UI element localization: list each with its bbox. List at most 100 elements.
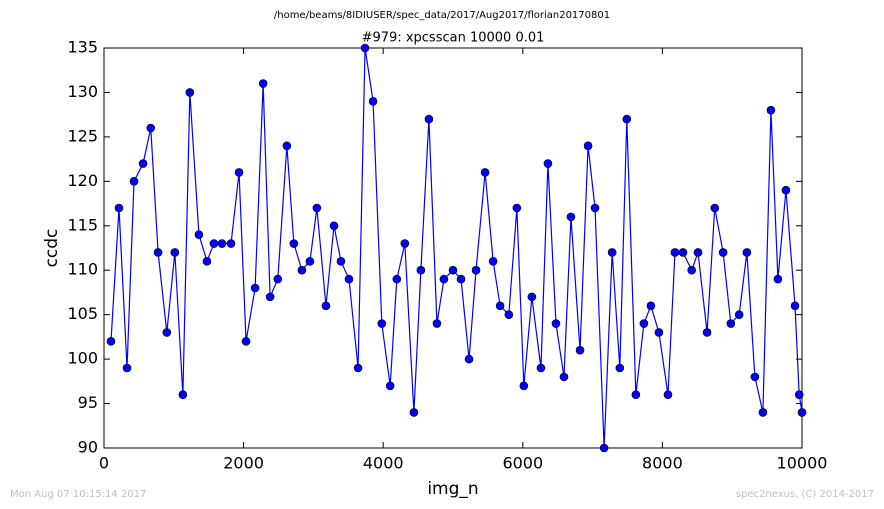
data-point bbox=[336, 257, 346, 266]
data-point bbox=[250, 283, 260, 293]
data-point bbox=[416, 265, 426, 275]
data-point bbox=[209, 239, 219, 248]
data-point bbox=[178, 390, 188, 399]
data-point bbox=[615, 363, 625, 373]
data-point bbox=[488, 257, 498, 266]
timestamp: Mon Aug 07 10:15:14 2017 bbox=[10, 489, 146, 500]
y-tick-label: 105 bbox=[67, 304, 98, 323]
data-point bbox=[575, 345, 585, 355]
data-point bbox=[162, 328, 172, 337]
data-point bbox=[471, 265, 481, 275]
data-line bbox=[110, 47, 803, 449]
x-axis-label: img_n bbox=[427, 479, 478, 499]
data-point bbox=[122, 363, 132, 373]
data-point bbox=[631, 390, 641, 399]
data-point bbox=[258, 79, 268, 88]
data-point bbox=[710, 203, 720, 213]
data-point bbox=[129, 177, 139, 186]
data-point bbox=[583, 141, 593, 151]
data-point bbox=[448, 265, 458, 275]
data-point bbox=[392, 274, 402, 284]
y-tick-label: 115 bbox=[67, 215, 98, 234]
y-tick-label: 95 bbox=[78, 393, 98, 412]
data-point bbox=[289, 239, 299, 248]
data-point bbox=[439, 274, 449, 284]
y-tick-label: 100 bbox=[67, 349, 98, 368]
data-point bbox=[312, 203, 322, 213]
data-point bbox=[202, 257, 212, 266]
data-point bbox=[194, 230, 204, 239]
data-point bbox=[551, 319, 561, 328]
data-point bbox=[368, 97, 378, 106]
data-point bbox=[750, 372, 760, 382]
data-point bbox=[329, 221, 339, 231]
x-tick-label: 8000 bbox=[642, 454, 683, 473]
plot-frame bbox=[103, 47, 803, 449]
data-point bbox=[185, 88, 195, 97]
x-tick-label: 2000 bbox=[223, 454, 264, 473]
data-point bbox=[663, 390, 673, 399]
x-tick-label: 6000 bbox=[502, 454, 543, 473]
data-point bbox=[726, 319, 736, 328]
data-point bbox=[678, 248, 688, 257]
data-point bbox=[146, 123, 156, 133]
data-point bbox=[265, 292, 275, 302]
y-tick-label: 130 bbox=[67, 82, 98, 101]
data-point bbox=[297, 265, 307, 275]
y-tick-label: 120 bbox=[67, 171, 98, 190]
data-point bbox=[773, 274, 783, 284]
data-point bbox=[353, 363, 363, 373]
credit: spec2nexus, (C) 2014-2017 bbox=[736, 489, 874, 500]
data-point bbox=[527, 292, 537, 302]
data-point bbox=[273, 274, 283, 284]
data-point bbox=[639, 319, 649, 328]
y-tick-label: 90 bbox=[78, 438, 98, 457]
x-tick-label: 10000 bbox=[777, 454, 828, 473]
data-point bbox=[138, 159, 148, 168]
data-point bbox=[480, 168, 490, 177]
data-point bbox=[234, 168, 244, 177]
data-point bbox=[385, 381, 395, 391]
data-point bbox=[409, 408, 419, 417]
data-point bbox=[512, 203, 522, 213]
data-point bbox=[432, 319, 442, 328]
data-point bbox=[464, 354, 474, 364]
data-point bbox=[217, 239, 227, 248]
data-point bbox=[794, 390, 804, 399]
data-point bbox=[590, 203, 600, 213]
data-point bbox=[790, 301, 800, 311]
data-point bbox=[766, 105, 776, 115]
data-point bbox=[360, 43, 370, 53]
data-point bbox=[693, 248, 703, 257]
data-point bbox=[456, 274, 466, 284]
file-path: /home/beams/8IDIUSER/spec_data/2017/Aug2… bbox=[274, 10, 610, 21]
data-point bbox=[106, 337, 116, 346]
data-point bbox=[519, 381, 529, 391]
data-point bbox=[344, 274, 354, 284]
data-point bbox=[543, 159, 553, 168]
data-point bbox=[781, 185, 791, 195]
data-point bbox=[718, 248, 728, 257]
data-point bbox=[153, 248, 163, 257]
data-point bbox=[504, 310, 514, 319]
data-point bbox=[607, 248, 617, 257]
data-point bbox=[599, 443, 609, 453]
data-point bbox=[377, 319, 387, 328]
chart-title: #979: xpcsscan 10000 0.01 bbox=[362, 31, 545, 46]
data-point bbox=[559, 372, 569, 382]
data-point bbox=[495, 301, 505, 311]
data-point bbox=[742, 248, 752, 257]
x-tick-label: 0 bbox=[99, 454, 109, 473]
data-point bbox=[536, 363, 546, 373]
data-point bbox=[282, 141, 292, 151]
data-point bbox=[758, 408, 768, 417]
data-point bbox=[321, 301, 331, 311]
data-point bbox=[622, 114, 632, 124]
data-point bbox=[170, 248, 180, 257]
data-point bbox=[305, 257, 315, 266]
y-tick-label: 110 bbox=[67, 260, 98, 279]
data-point bbox=[566, 212, 576, 222]
data-point bbox=[797, 408, 807, 417]
data-point bbox=[400, 239, 410, 248]
